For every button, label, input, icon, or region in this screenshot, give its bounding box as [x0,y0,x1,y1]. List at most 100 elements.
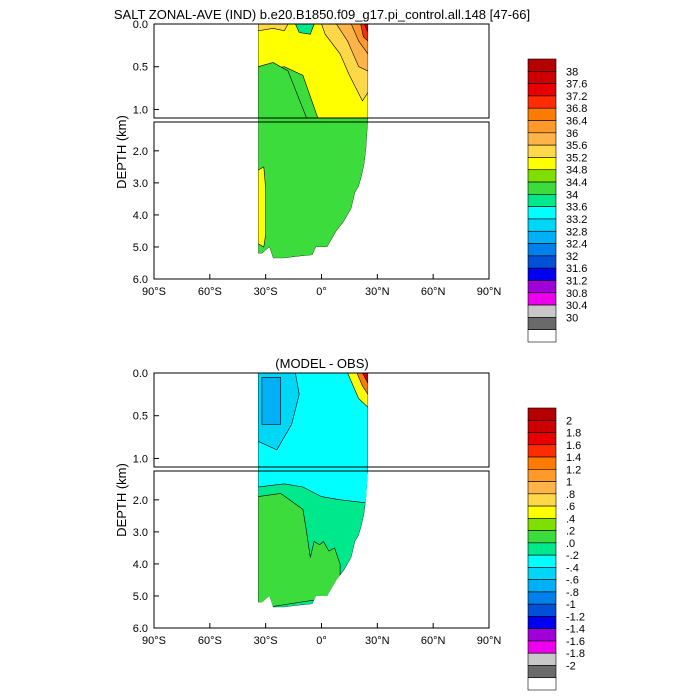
colorbar-label: 35.2 [566,152,587,164]
colorbar-label: 32.4 [566,239,587,251]
colorbar-label: -.2 [566,550,579,562]
y-tick-label: 0.0 [133,19,148,31]
colorbar-label: 32.8 [566,226,587,238]
colorbar-label: 34.8 [566,165,587,177]
colorbar-swatch [527,640,557,654]
colorbar-label: -1 [566,599,576,611]
colorbar-label: 34 [566,189,578,201]
colorbar-swatch [527,255,557,269]
colorbar-swatch [527,317,557,330]
colorbar-swatch [527,456,557,470]
x-tick-label: 90°S [142,286,166,298]
y-tick-label: 4.0 [133,210,148,222]
colorbar-swatch [527,169,557,183]
plot-frame-upper [153,23,490,119]
colorbar-swatch [527,591,557,605]
colorbar-label: -.4 [566,562,579,574]
colorbar-swatch [527,407,557,421]
colorbar-label: .4 [566,513,575,525]
y-tick-label: 6.0 [133,274,148,286]
salinity-field [258,24,369,259]
difference-field [258,373,369,608]
contour-band-34-4 [258,62,308,119]
colorbar: 3837.637.236.836.43635.635.234.834.43433… [527,58,587,343]
y-tick-label: 5.0 [133,242,148,254]
colorbar-label: -1.6 [566,636,585,648]
y-axis-label: DEPTH (km) [114,115,129,189]
colorbar-label: 31.6 [566,263,587,275]
y-tick-label: 6.0 [133,623,148,635]
colorbar-label: 30.8 [566,288,587,300]
colorbar-swatch [527,505,557,519]
colorbar-swatch [527,652,557,666]
colorbar-label: 36 [566,128,578,140]
colorbar-label: .0 [566,538,575,550]
colorbar-swatch [527,132,557,146]
colorbar-swatch [527,58,557,72]
y-tick-label: 2.0 [133,146,148,158]
colorbar-label: 30 [566,312,578,324]
colorbar-label: -.8 [566,587,579,599]
colorbar-label: 33.2 [566,214,587,226]
colorbar-swatch [527,628,557,642]
colorbar-swatch [527,95,557,109]
colorbar: 21.81.61.41.21.8.6.4.2.0-.2-.4-.6-.8-1-1… [527,407,585,691]
contour-band-34 [294,24,315,35]
colorbar-label: 2 [566,415,572,427]
colorbar-swatch [527,518,557,531]
x-tick-label: 90°N [477,635,502,647]
colorbar-label: 36.4 [566,116,587,128]
contour-band-37-6 [363,24,369,33]
colorbar-label: 38 [566,66,578,78]
colorbar-label: 1.8 [566,428,581,440]
x-tick-label: 60°N [421,635,446,647]
colorbar-label: 1.6 [566,440,581,452]
colorbar-swatch [527,329,557,343]
colorbar-swatch [527,603,557,617]
x-tick-label: 0° [316,286,327,298]
colorbar-swatch [527,243,557,257]
colorbar-label: 32 [566,251,578,263]
colorbar-swatch [527,206,557,220]
plot-frame-upper [153,372,490,468]
colorbar-swatch [527,469,557,482]
x-tick-label: 90°S [142,635,166,647]
colorbar-label: 35.6 [566,140,587,152]
contour-band-1-8 [361,373,369,384]
panel-title: SALT ZONAL-AVE (IND) b.e20.B1850.f09_g17… [114,7,530,22]
colorbar-label: .2 [566,526,575,538]
colorbar-swatch [527,567,557,580]
colorbar-swatch [527,432,557,446]
colorbar-swatch [527,230,557,244]
contour-band-34-8 [258,166,266,248]
colorbar-swatch [527,579,557,593]
colorbar-swatch [527,677,557,691]
colorbar-label: -.6 [566,575,579,587]
colorbar-swatch [527,280,557,294]
axes: 90°S 60°S 30°S 0° 30°N 60°N 90°N 0.0 0.5 1.0 2.0 3.… [133,19,502,298]
x-tick-label: 90°N [477,286,502,298]
colorbar-swatch [527,292,557,306]
y-tick-label: 4.0 [133,559,148,571]
colorbar-label: 30.4 [566,300,587,312]
colorbar-label: 37.2 [566,91,587,103]
y-tick-label: 3.0 [133,178,148,190]
colorbar-label: -1.2 [566,611,585,623]
y-tick-label: 5.0 [133,591,148,603]
colorbar-label: 31.2 [566,275,587,287]
colorbar-swatch [527,181,557,195]
colorbar-swatch [527,493,557,507]
x-tick-label: 60°S [198,286,222,298]
x-tick-label: 30°N [365,286,390,298]
colorbar-label: .6 [566,501,575,513]
x-tick-label: 60°N [421,286,446,298]
colorbar-label: 1.4 [566,452,581,464]
colorbar-label: 1.2 [566,464,581,476]
colorbar-label: -1.4 [566,624,585,636]
colorbar-label: 33.6 [566,202,587,214]
salinity-panel: SALT ZONAL-AVE (IND) b.e20.B1850.f09_g17… [114,7,587,343]
contour-band-35-2 [258,24,289,32]
colorbar-swatch [527,144,557,158]
x-tick-label: 30°S [254,635,278,647]
